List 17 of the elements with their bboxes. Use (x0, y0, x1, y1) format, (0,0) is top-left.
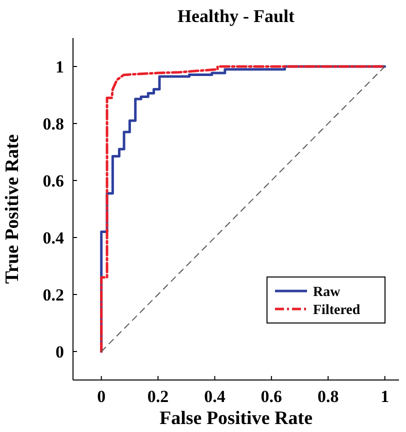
y-tick-label: 0.6 (42, 171, 64, 190)
y-tick-label: 1 (56, 57, 64, 76)
y-tick-label: 0.2 (42, 285, 64, 304)
chart-title: Healthy - Fault (178, 6, 294, 26)
x-tick-label: 0.4 (204, 387, 226, 406)
x-tick-label: 1 (380, 387, 390, 406)
y-tick-label: 0.8 (42, 114, 64, 134)
x-tick-label: 0.2 (147, 387, 169, 406)
y-tick-label: 0.4 (42, 228, 64, 248)
x-tick-label: 0.6 (260, 387, 282, 406)
legend-label: Raw (313, 284, 342, 300)
legend-label: Filtered (313, 302, 360, 318)
x-tick-label: 0 (97, 387, 106, 406)
x-tick-label: 0.8 (318, 387, 339, 406)
y-axis-title: True Positive Rate (2, 134, 23, 284)
x-axis-title: False Positive Rate (159, 408, 313, 429)
y-tick-label: 0 (56, 342, 64, 362)
